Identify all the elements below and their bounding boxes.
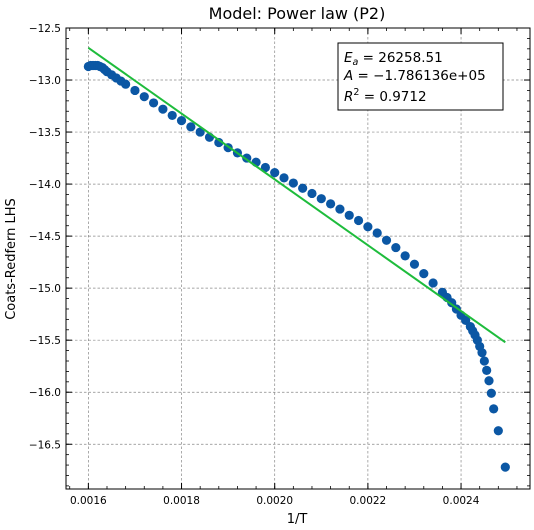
data-point (479, 356, 489, 366)
data-point (381, 235, 392, 245)
y-tick-label: −12.5 (29, 23, 61, 35)
x-tick-label: 0.0018 (163, 495, 200, 507)
annotation-a: A = −1.786136e+05 (343, 68, 486, 84)
y-tick-label: −13.5 (29, 127, 61, 139)
data-point (158, 104, 168, 114)
data-point (176, 116, 187, 126)
data-point (148, 98, 159, 108)
data-point (409, 259, 420, 269)
y-tick-label: −15.0 (29, 283, 61, 295)
data-point (186, 122, 196, 132)
data-point (419, 268, 429, 279)
data-point (214, 137, 224, 148)
data-point (500, 462, 510, 472)
annotation-r2: R2 = 0.9712 (344, 87, 427, 105)
data-point (288, 178, 298, 188)
data-point (486, 388, 496, 398)
data-point (121, 79, 131, 89)
y-tick-label: −14.5 (29, 231, 61, 243)
data-point (270, 168, 280, 178)
axis-ticks: 0.0016 0.0018 0.0020 0.0022 0.0024 −12.5 −13.0… (29, 23, 530, 507)
data-point (279, 173, 289, 183)
data-point (139, 92, 149, 102)
data-point (484, 376, 494, 386)
data-point (260, 162, 270, 173)
y-axis-label: Coats-Redfern LHS (4, 198, 19, 320)
data-point (482, 365, 492, 375)
data-marks (83, 46, 510, 472)
data-point (477, 348, 487, 358)
data-point (372, 228, 382, 238)
data-point (489, 404, 499, 414)
annotation-ea: Ea = 26258.51 (344, 50, 443, 68)
data-point (326, 199, 336, 209)
x-tick-label: 0.0020 (256, 495, 293, 507)
data-point (493, 426, 503, 436)
data-point (353, 215, 364, 226)
data-point (298, 183, 308, 193)
annotation-box: Ea = 26258.51 A = −1.786136e+05 R2 = 0.9… (337, 42, 504, 111)
y-tick-label: −16.5 (29, 439, 61, 451)
y-tick-label: −13.0 (29, 75, 61, 87)
fit-line (87, 46, 506, 344)
x-tick-label: 0.0024 (443, 495, 480, 507)
data-point (428, 278, 438, 288)
data-point (307, 188, 317, 199)
data-point (167, 110, 177, 121)
data-point (316, 194, 326, 204)
y-tick-label: −14.0 (29, 179, 61, 191)
x-axis-label: 1/T (287, 512, 308, 527)
x-tick-label: 0.0022 (350, 495, 387, 507)
data-point (335, 204, 345, 214)
chart-title: Model: Power law (P2) (209, 4, 386, 23)
x-tick-label: 0.0016 (70, 495, 107, 507)
data-point (363, 222, 373, 232)
data-point (400, 251, 410, 261)
data-point (195, 127, 205, 137)
grid (66, 27, 530, 489)
data-point (344, 210, 354, 220)
plot-frame (65, 27, 531, 490)
y-tick-label: −15.5 (29, 335, 61, 347)
data-point (391, 242, 401, 253)
data-point (130, 85, 140, 96)
y-tick-label: −16.0 (29, 387, 61, 399)
